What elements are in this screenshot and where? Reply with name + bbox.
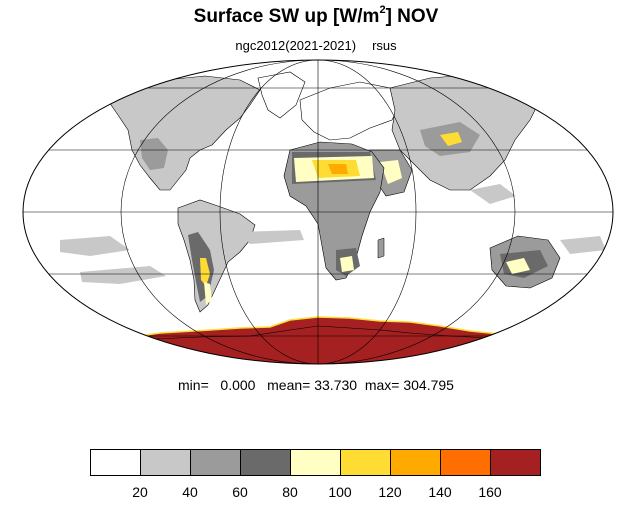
greenland xyxy=(257,71,306,119)
map-title: Surface SW up [W/m2] NOV xyxy=(0,3,632,28)
stats-line: min= 0.000 mean= 33.730 max= 304.795 xyxy=(0,377,632,393)
title-superscript: 2 xyxy=(379,3,386,16)
colorbar-bin xyxy=(490,449,541,476)
sahara-core xyxy=(328,164,348,174)
colorbar-tick-label: 140 xyxy=(428,484,452,500)
madagascar xyxy=(377,237,385,259)
title-text: Surface SW up [W/m xyxy=(193,6,380,27)
north-america xyxy=(104,75,261,191)
map-content xyxy=(23,60,613,364)
colorbar-tick-label: 40 xyxy=(182,484,198,500)
australia-desert xyxy=(506,258,530,274)
colorbar-tick-label: 60 xyxy=(232,484,248,500)
min-label: min= xyxy=(178,377,209,393)
kalahari-desert xyxy=(340,256,354,272)
mean-label: mean= xyxy=(267,377,311,393)
colorbar-bin xyxy=(240,449,291,476)
map-subtitle: ngc2012(2021-2021) rsus xyxy=(0,38,632,53)
gobi xyxy=(440,132,462,146)
subtitle-variable: rsus xyxy=(372,38,397,53)
colorbar-tick-label: 100 xyxy=(328,484,352,500)
ocean-patch-4 xyxy=(560,236,606,254)
ocean-patch-2 xyxy=(80,266,166,284)
colorbar-bin xyxy=(390,449,441,476)
colorbar-bin xyxy=(140,449,191,476)
graticule xyxy=(23,60,613,364)
atacama xyxy=(200,258,210,286)
colorbar-tick-label: 20 xyxy=(132,484,148,500)
colorbar-tick-label: 80 xyxy=(282,484,298,500)
ocean-patch-3 xyxy=(240,230,304,244)
ocean-patch-1 xyxy=(60,236,130,256)
title-suffix: ] NOV xyxy=(385,6,439,27)
north-america-west xyxy=(140,138,168,170)
europe xyxy=(299,81,401,141)
mean-value: 33.730 xyxy=(314,377,358,393)
subtitle-run: ngc2012(2021-2021) xyxy=(235,38,357,53)
antarctica-coast xyxy=(129,325,521,341)
patagonia xyxy=(204,282,212,305)
colorbar-tick-label: 120 xyxy=(378,484,402,500)
colorbar-bin xyxy=(90,449,141,476)
max-label: max= xyxy=(364,377,400,393)
colorbar-bin xyxy=(440,449,491,476)
colorbar-tick-label: 160 xyxy=(478,484,502,500)
colorbar-bin xyxy=(340,449,391,476)
colorbar-bin xyxy=(290,449,341,476)
ocean-patch-5 xyxy=(470,184,516,204)
min-value: 0.000 xyxy=(220,377,256,393)
arabia-desert xyxy=(380,160,402,184)
colorbar-bin xyxy=(190,449,241,476)
max-value: 304.795 xyxy=(403,377,454,393)
globe-border xyxy=(22,59,614,365)
